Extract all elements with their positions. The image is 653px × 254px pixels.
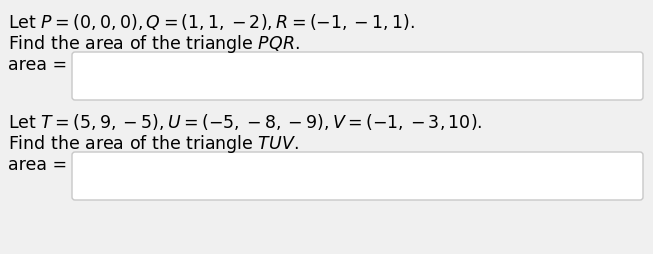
Text: Find the area of the triangle $PQR$.: Find the area of the triangle $PQR$. [8,33,300,55]
Text: Let $T = (5,9,-5), U = (-5,-8,-9), V = (-1,-3,10).$: Let $T = (5,9,-5), U = (-5,-8,-9), V = (… [8,112,483,132]
FancyBboxPatch shape [72,53,643,101]
Text: Let $P = (0,0,0), Q = (1,1,-2), R = (-1,-1,1).$: Let $P = (0,0,0), Q = (1,1,-2), R = (-1,… [8,12,415,32]
Text: Find the area of the triangle $TUV$.: Find the area of the triangle $TUV$. [8,133,298,154]
FancyBboxPatch shape [72,152,643,200]
Text: area =: area = [8,155,67,173]
Text: area =: area = [8,56,67,74]
